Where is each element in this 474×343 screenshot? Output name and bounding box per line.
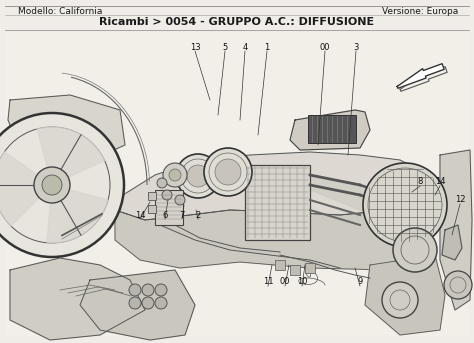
Circle shape <box>142 284 154 296</box>
Polygon shape <box>397 64 444 88</box>
Bar <box>148 205 156 213</box>
Text: 6: 6 <box>162 211 168 220</box>
Text: 00: 00 <box>320 43 330 51</box>
Circle shape <box>155 284 167 296</box>
Text: 00: 00 <box>280 277 290 286</box>
Circle shape <box>129 297 141 309</box>
Text: 5: 5 <box>222 43 228 51</box>
Text: 9: 9 <box>357 277 363 286</box>
Circle shape <box>176 154 220 198</box>
Text: Ricambi > 0054 - GRUPPO A.C.: DIFFUSIONE: Ricambi > 0054 - GRUPPO A.C.: DIFFUSIONE <box>100 17 374 27</box>
Circle shape <box>175 195 185 205</box>
Circle shape <box>169 169 181 181</box>
Polygon shape <box>47 185 108 243</box>
Circle shape <box>204 148 252 196</box>
Polygon shape <box>80 270 195 340</box>
Circle shape <box>444 271 472 299</box>
Circle shape <box>215 159 241 185</box>
Text: 14: 14 <box>435 177 445 187</box>
Polygon shape <box>440 150 472 310</box>
Text: Versione: Europa: Versione: Europa <box>382 7 458 15</box>
Circle shape <box>129 284 141 296</box>
Bar <box>5 32 469 337</box>
Circle shape <box>0 113 124 257</box>
Polygon shape <box>37 127 105 185</box>
Polygon shape <box>442 225 462 260</box>
Polygon shape <box>290 110 370 150</box>
Bar <box>308 115 356 143</box>
Text: 13: 13 <box>190 43 201 51</box>
Polygon shape <box>115 190 430 270</box>
Circle shape <box>34 167 70 203</box>
Text: 4: 4 <box>242 43 247 51</box>
Text: 12: 12 <box>455 196 465 204</box>
Bar <box>245 165 310 240</box>
Circle shape <box>157 178 167 188</box>
Circle shape <box>187 165 209 187</box>
Circle shape <box>155 297 167 309</box>
Polygon shape <box>8 95 125 165</box>
Circle shape <box>42 175 62 195</box>
Text: 2: 2 <box>195 211 201 220</box>
Text: 3: 3 <box>353 43 359 51</box>
Bar <box>290 265 300 275</box>
Text: Modello: California: Modello: California <box>18 7 102 15</box>
Bar <box>305 263 315 273</box>
Text: 8: 8 <box>417 177 423 187</box>
Bar <box>275 260 285 270</box>
Bar <box>155 190 183 225</box>
Circle shape <box>393 228 437 272</box>
Circle shape <box>162 190 172 200</box>
Polygon shape <box>365 255 445 335</box>
Polygon shape <box>0 152 52 226</box>
Polygon shape <box>115 152 420 220</box>
Polygon shape <box>10 258 145 340</box>
Text: 11: 11 <box>263 277 273 286</box>
Bar <box>148 192 156 200</box>
Circle shape <box>163 163 187 187</box>
Circle shape <box>142 297 154 309</box>
Circle shape <box>363 163 447 247</box>
Text: 10: 10 <box>297 277 307 286</box>
Text: 7: 7 <box>179 211 185 220</box>
Text: 14: 14 <box>135 211 145 220</box>
Text: 1: 1 <box>264 43 270 51</box>
Polygon shape <box>310 175 420 220</box>
Circle shape <box>382 282 418 318</box>
